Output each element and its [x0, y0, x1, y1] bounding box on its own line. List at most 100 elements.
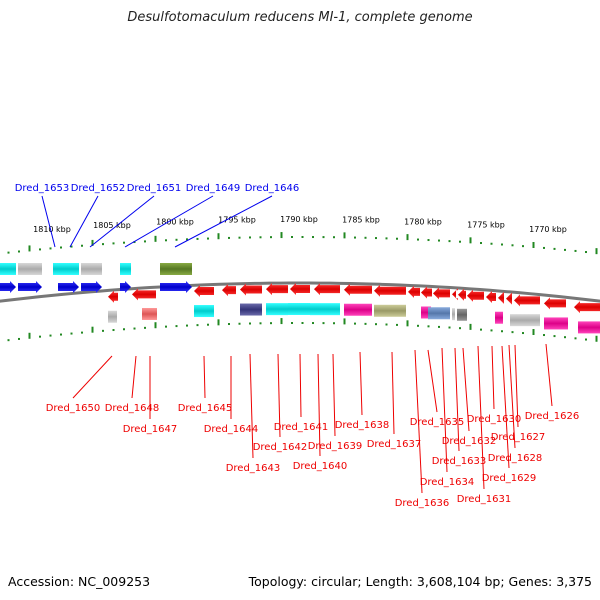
forward-cog-box [0, 263, 16, 275]
reverse-leader-line [249, 353, 254, 459]
reverse-gene-label: Dred_1644 [204, 424, 259, 435]
reverse-gene-arrow [132, 288, 156, 301]
forward-gene-label: Dred_1649 [186, 183, 241, 194]
reverse-cog-box [108, 310, 117, 323]
scale-label: 1785 kbp [342, 216, 380, 225]
scale-label: 1780 kbp [404, 218, 442, 227]
reverse-gene-arrow [290, 283, 310, 295]
reverse-leader-line [462, 347, 470, 432]
reverse-gene-label: Dred_1643 [226, 463, 281, 474]
reverse-gene-arrow [486, 291, 496, 304]
reverse-leader-line [203, 355, 206, 399]
forward-cog-box [18, 263, 42, 275]
reverse-leader-line [501, 345, 510, 469]
reverse-gene-label: Dred_1630 [467, 414, 522, 425]
reverse-cog-box [452, 308, 455, 321]
reverse-gene-label: Dred_1637 [367, 439, 422, 450]
reverse-cog-box [240, 303, 262, 316]
scale-label: 1810 kbp [33, 225, 71, 234]
forward-cog-box [81, 263, 102, 275]
forward-gene-arrow [81, 281, 102, 293]
forward-gene-label: Dred_1653 [15, 183, 70, 194]
reverse-leader-line [72, 355, 113, 399]
reverse-leader-line [277, 353, 281, 438]
reverse-cog-box [142, 307, 157, 320]
reverse-leader-line [514, 344, 519, 428]
genome-backbone [0, 281, 600, 303]
reverse-gene-label: Dred_1640 [293, 461, 348, 472]
reverse-leader-line [427, 349, 438, 413]
scale-label: 1805 kbp [93, 221, 131, 230]
genome-summary: Topology: circular; Length: 3,608,104 bp… [248, 574, 592, 589]
reverse-gene-label: Dred_1633 [432, 456, 487, 467]
reverse-gene-label: Dred_1648 [105, 403, 160, 414]
reverse-gene-arrow [108, 290, 118, 303]
forward-leader-line [89, 195, 155, 248]
forward-gene-arrow [18, 281, 42, 293]
reverse-gene-arrow [498, 291, 504, 304]
reverse-gene-arrow [194, 285, 214, 298]
reverse-gene-label: Dred_1636 [395, 498, 450, 509]
reverse-leader-line [441, 347, 448, 473]
forward-leader-line [174, 195, 273, 248]
reverse-gene-label: Dred_1650 [46, 403, 101, 414]
reverse-gene-label: Dred_1635 [410, 417, 465, 428]
reverse-leader-line [332, 353, 336, 437]
reverse-gene-arrow [408, 285, 420, 298]
forward-gene-label: Dred_1651 [127, 183, 182, 194]
reverse-leader-line [508, 344, 516, 449]
reverse-gene-arrow [506, 292, 512, 305]
reverse-gene-arrow [452, 288, 458, 301]
reverse-leader-line [454, 347, 460, 452]
accession-label: Accession: NC_009253 [8, 574, 151, 589]
reverse-leader-line [545, 343, 553, 407]
reverse-gene-arrow [314, 283, 340, 296]
forward-gene-arrow [120, 281, 131, 293]
reverse-cog-box [428, 307, 450, 320]
forward-gene-label: Dred_1652 [71, 183, 126, 194]
reverse-leader-line [491, 345, 495, 410]
reverse-gene-label: Dred_1647 [123, 424, 178, 435]
forward-gene-label: Dred_1646 [245, 183, 300, 194]
reverse-gene-label: Dred_1629 [482, 473, 537, 484]
reverse-cog-box [310, 303, 340, 316]
reverse-gene-label: Dred_1634 [420, 477, 475, 488]
reverse-cog-box [544, 317, 568, 330]
reverse-leader-line [391, 351, 395, 435]
reverse-gene-arrow [433, 287, 450, 300]
forward-cog-box [160, 263, 192, 275]
reverse-gene-label: Dred_1642 [253, 442, 308, 453]
reverse-gene-label: Dred_1627 [491, 432, 546, 443]
forward-leader-line [124, 195, 214, 248]
map-title: Desulfotomaculum reducens MI-1, complete… [127, 10, 473, 25]
reverse-leader-line [414, 349, 423, 494]
reverse-leader-line [131, 355, 137, 399]
scale-label: 1790 kbp [280, 215, 318, 224]
reverse-gene-label: Dred_1631 [457, 494, 512, 505]
reverse-cog-box [457, 308, 467, 321]
reverse-cog-box [344, 303, 372, 316]
reverse-gene-arrow [240, 283, 262, 296]
forward-gene-arrow [58, 281, 79, 293]
forward-cog-box [53, 263, 79, 275]
reverse-cog-box [510, 314, 540, 327]
reverse-cog-box [578, 321, 600, 334]
reverse-gene-label: Dred_1638 [335, 420, 390, 431]
scale-label: 1770 kbp [529, 225, 567, 234]
reverse-leader-line [299, 353, 302, 418]
scale-label: 1795 kbp [218, 216, 256, 225]
reverse-gene-label: Dred_1639 [308, 441, 363, 452]
scale-label: 1775 kbp [467, 221, 505, 230]
forward-leader-line [69, 195, 99, 248]
reverse-gene-arrow [514, 294, 540, 307]
reverse-gene-arrow [574, 301, 600, 314]
reverse-gene-arrow [266, 283, 288, 296]
reverse-gene-arrow [458, 288, 466, 301]
scale-label: 1800 kbp [156, 218, 194, 227]
reverse-gene-arrow [544, 297, 566, 310]
reverse-cog-box [266, 303, 288, 316]
reverse-gene-arrow [374, 284, 406, 297]
forward-cog-box [120, 263, 131, 275]
reverse-gene-arrow [467, 289, 484, 302]
reverse-leader-line [359, 351, 363, 416]
